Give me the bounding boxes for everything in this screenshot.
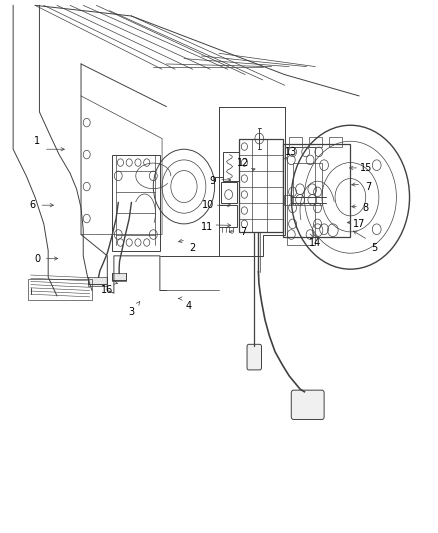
- Bar: [284, 195, 292, 205]
- Bar: [289, 137, 302, 147]
- Text: 6: 6: [30, 200, 36, 210]
- Text: 8: 8: [363, 203, 369, 213]
- Text: 4: 4: [185, 302, 191, 311]
- Bar: [219, 205, 237, 227]
- Text: 16: 16: [101, 286, 113, 295]
- Text: 11: 11: [201, 222, 213, 231]
- FancyBboxPatch shape: [291, 390, 324, 419]
- FancyBboxPatch shape: [247, 344, 261, 370]
- Bar: [221, 182, 237, 203]
- Bar: [239, 139, 283, 232]
- Text: 5: 5: [371, 243, 378, 253]
- Text: 14: 14: [309, 238, 321, 247]
- Bar: [309, 137, 322, 147]
- Text: 2: 2: [190, 243, 196, 253]
- Bar: [328, 137, 342, 147]
- Bar: [283, 144, 350, 237]
- Text: 3: 3: [128, 307, 134, 317]
- Text: 9: 9: [209, 176, 215, 186]
- Text: 15: 15: [360, 163, 372, 173]
- Text: 0: 0: [34, 254, 40, 263]
- Text: 10: 10: [202, 200, 214, 210]
- Polygon shape: [88, 277, 107, 286]
- Polygon shape: [112, 273, 126, 281]
- Bar: [287, 147, 315, 245]
- Bar: [223, 152, 239, 181]
- Text: 13: 13: [285, 147, 297, 157]
- Bar: [28, 279, 92, 300]
- Bar: [112, 155, 160, 251]
- Text: 7: 7: [365, 182, 371, 191]
- Text: 12: 12: [237, 158, 249, 167]
- Text: 7: 7: [240, 227, 246, 237]
- Bar: [293, 163, 322, 205]
- Text: 17: 17: [353, 219, 365, 229]
- Text: 1: 1: [34, 136, 40, 146]
